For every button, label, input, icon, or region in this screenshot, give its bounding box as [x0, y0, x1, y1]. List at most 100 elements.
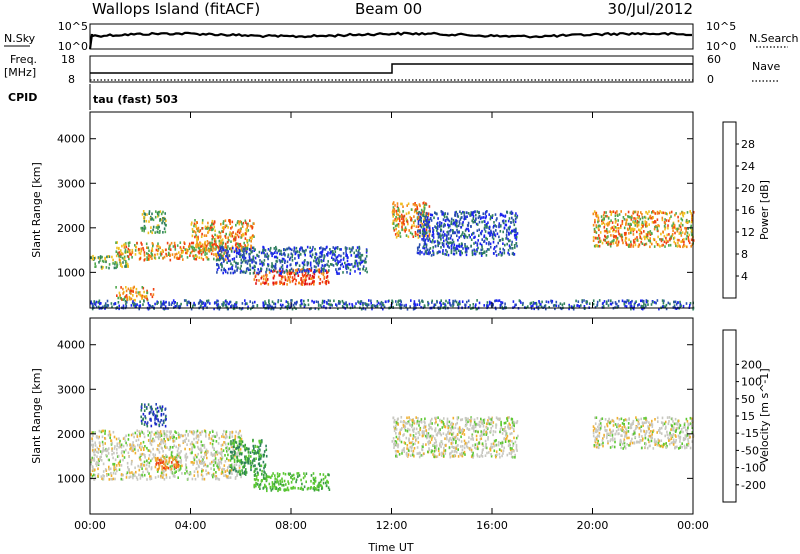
scatter-cell [420, 208, 423, 212]
scatter-cell [247, 307, 249, 310]
scatter-cell [241, 440, 244, 443]
scatter-cell [664, 245, 666, 248]
scatter-cell [640, 211, 642, 214]
scatter-cell [106, 474, 108, 477]
scatter-cell [177, 431, 180, 435]
scatter-cell [351, 304, 354, 308]
scatter-cell [244, 256, 247, 260]
scatter-cell [239, 448, 242, 451]
scatter-cell [279, 267, 281, 271]
scatter-cell [203, 456, 205, 459]
scatter-cell [258, 250, 261, 254]
scatter-cell [99, 256, 102, 260]
scatter-cell [130, 253, 133, 256]
scatter-cell [119, 443, 121, 446]
scatter-cell [629, 228, 632, 232]
scatter-cell [508, 253, 511, 256]
scatter-cell [159, 210, 162, 213]
scatter-cell [90, 473, 92, 476]
scatter-cell [466, 236, 469, 239]
scatter-cell [124, 265, 126, 268]
scatter-cell [111, 442, 113, 445]
scatter-cell [602, 221, 605, 225]
scatter-cell [211, 219, 214, 223]
scatter-cell [255, 481, 257, 485]
scatter-cell [92, 473, 95, 477]
scatter-cell [181, 255, 183, 258]
scatter-cell [148, 257, 151, 260]
scatter-cell [475, 218, 477, 221]
scatter-cell [224, 303, 227, 307]
scatter-cell [322, 271, 325, 274]
scatter-cell [211, 439, 214, 442]
scatter-cell [134, 466, 136, 470]
scatter-cell [118, 445, 120, 449]
scatter-cell [683, 238, 685, 241]
scatter-cell [359, 252, 361, 255]
scatter-cell [257, 479, 259, 482]
scatter-cell [668, 219, 670, 223]
scatter-cell [102, 448, 104, 451]
scatter-cell [665, 212, 667, 215]
scatter-cell [326, 479, 328, 483]
scatter-cell [234, 452, 236, 456]
scatter-cell [112, 262, 114, 265]
scatter-cell [623, 218, 626, 221]
scatter-cell [190, 451, 193, 455]
scatter-cell [336, 304, 338, 307]
scatter-cell [179, 451, 181, 455]
scatter-cell [634, 237, 637, 241]
scatter-cell [480, 248, 482, 252]
scatter-cell [294, 269, 297, 272]
scatter-cell [147, 257, 150, 260]
scatter-cell [300, 486, 303, 490]
scatter-cell [606, 228, 608, 231]
scatter-cell [661, 244, 663, 247]
scatter-cell [201, 244, 203, 248]
scatter-cell [284, 278, 287, 282]
scatter-cell [242, 221, 245, 225]
scatter-cell [680, 304, 682, 307]
scatter-cell [530, 305, 532, 308]
scatter-cell [405, 212, 408, 216]
date-title: 30/Jul/2012 [608, 0, 693, 18]
scatter-cell [297, 256, 300, 259]
scatter-cell [113, 451, 115, 455]
scatter-cell [426, 216, 429, 219]
scatter-cell [498, 225, 500, 229]
scatter-cell [269, 485, 272, 489]
scatter-cell [162, 210, 164, 214]
scatter-cell [245, 228, 247, 231]
scatter-cell [195, 221, 198, 224]
scatter-cell [442, 249, 444, 252]
scatter-cell [654, 212, 657, 215]
scatter-cell [156, 300, 158, 304]
scatter-cell [625, 301, 628, 304]
scatter-cell [271, 262, 273, 265]
scatter-cell [173, 467, 176, 471]
scatter-cell [395, 219, 397, 223]
scatter-cell [594, 306, 597, 309]
scatter-cell [147, 231, 150, 235]
scatter-cell [193, 257, 195, 260]
scatter-cell [686, 211, 689, 214]
scatter-cell [274, 305, 277, 309]
scatter-cell [669, 302, 671, 306]
scatter-cell [131, 251, 133, 254]
scatter-cell [400, 213, 403, 217]
scatter-cell [447, 226, 450, 229]
scatter-cell [221, 456, 224, 459]
scatter-cell [236, 269, 238, 272]
scatter-cell [170, 430, 172, 434]
scatter-cell [204, 225, 207, 229]
colorbar-tick-label: 20 [741, 182, 755, 195]
scatter-cell [141, 467, 143, 470]
scatter-cell [275, 487, 278, 490]
scatter-cell [220, 263, 222, 266]
scatter-cell [263, 246, 265, 249]
scatter-cell [231, 435, 234, 438]
scatter-cell [146, 289, 148, 293]
scatter-cell [284, 261, 286, 264]
scatter-cell [272, 268, 275, 272]
scatter-cell [97, 473, 100, 476]
